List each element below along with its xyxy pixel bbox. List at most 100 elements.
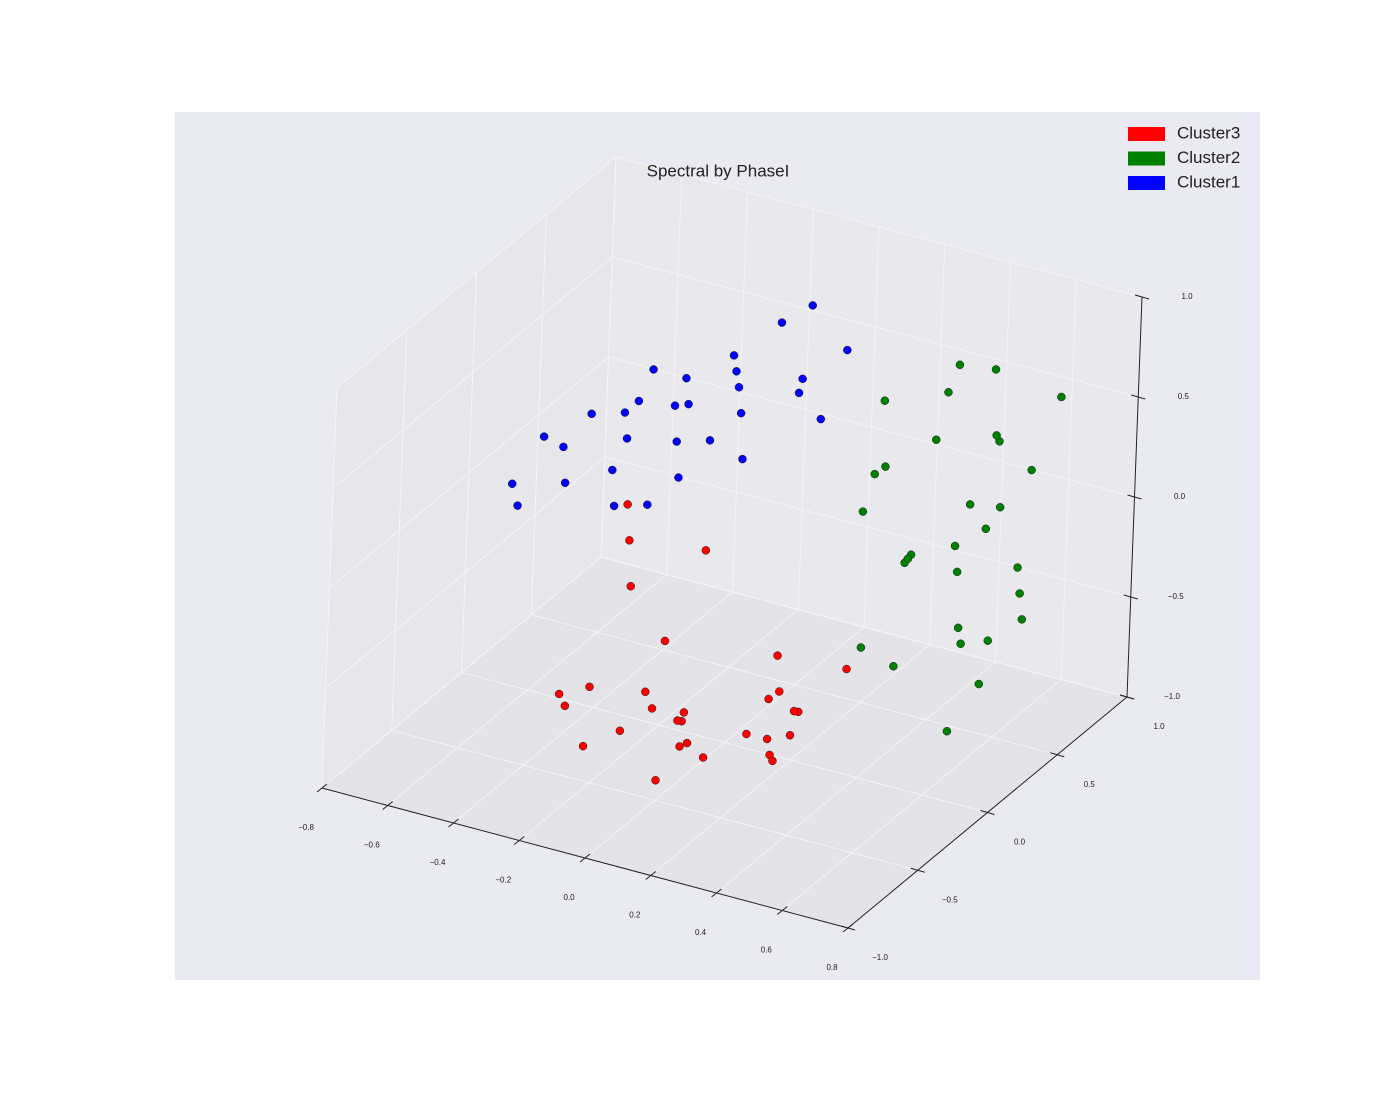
point xyxy=(682,738,692,748)
point xyxy=(956,639,965,648)
tick-label: −0.8 xyxy=(298,823,314,832)
grid-line xyxy=(336,156,617,389)
point xyxy=(649,365,658,374)
point xyxy=(554,689,564,699)
chart-title: Spectral by PhaseI xyxy=(647,161,790,180)
point xyxy=(698,753,708,762)
point xyxy=(560,478,570,488)
tick-label: 1.0 xyxy=(1153,722,1165,731)
point xyxy=(732,367,741,376)
grid-line xyxy=(615,156,1143,298)
legend: Cluster3 Cluster2 Cluster1 xyxy=(1128,123,1240,191)
point xyxy=(585,682,594,692)
point xyxy=(952,567,962,577)
point xyxy=(974,679,984,689)
point xyxy=(609,501,619,511)
point xyxy=(843,345,852,355)
tick-label: −0.5 xyxy=(1168,592,1184,601)
point xyxy=(578,741,588,751)
point xyxy=(880,396,890,405)
legend-label: Cluster2 xyxy=(1177,148,1240,167)
tick-label: −1.0 xyxy=(1164,692,1180,701)
point xyxy=(679,708,689,717)
point xyxy=(903,554,913,564)
point xyxy=(764,694,773,704)
tick-label: 0.0 xyxy=(1174,492,1186,501)
point xyxy=(991,365,1001,374)
axes-panes xyxy=(321,156,1143,929)
point xyxy=(995,503,1005,512)
tick-label: 0.2 xyxy=(629,911,641,920)
y-axis xyxy=(847,696,1128,929)
x-axis xyxy=(321,787,849,929)
point xyxy=(738,454,747,464)
point xyxy=(785,731,795,740)
point xyxy=(615,726,625,736)
point xyxy=(942,726,952,736)
point xyxy=(670,401,680,410)
point xyxy=(623,500,632,509)
point xyxy=(1027,465,1036,475)
legend-swatch xyxy=(1128,176,1165,190)
point xyxy=(651,776,660,785)
grid-line xyxy=(600,556,1128,698)
axes: −0.8 −0.6 −0.4 −0.2 0.0 0.2 0.4 0.6 0.8 −1.0 −0.5 0… xyxy=(298,292,1193,972)
tick-label: −0.5 xyxy=(942,895,958,904)
point xyxy=(794,388,804,398)
point xyxy=(729,351,739,360)
point xyxy=(1013,563,1022,572)
grid-line xyxy=(531,614,1058,756)
point xyxy=(539,432,549,441)
grid-line xyxy=(332,256,613,489)
tick-label: 0.0 xyxy=(1014,838,1026,847)
grid-line xyxy=(612,256,1139,398)
legend-label: Cluster3 xyxy=(1177,123,1240,142)
tick-label: −1.0 xyxy=(872,953,888,962)
tick-label: 0.4 xyxy=(695,928,707,937)
point xyxy=(701,546,711,555)
grid-line xyxy=(321,556,602,789)
tick-label: 0.6 xyxy=(761,946,773,955)
point xyxy=(672,437,681,446)
legend-label: Cluster1 xyxy=(1177,172,1240,191)
point xyxy=(965,500,975,509)
legend-swatch xyxy=(1128,151,1165,166)
point xyxy=(889,662,898,671)
point xyxy=(734,383,744,392)
grid-line xyxy=(325,456,606,689)
point xyxy=(856,643,866,652)
point xyxy=(1015,589,1024,598)
point xyxy=(798,374,807,384)
point xyxy=(742,729,751,739)
point xyxy=(513,501,522,510)
point xyxy=(660,636,670,646)
point xyxy=(626,582,635,591)
point xyxy=(992,431,1001,440)
point xyxy=(768,756,777,766)
point xyxy=(816,414,826,424)
point xyxy=(507,479,517,489)
point xyxy=(842,664,851,674)
tick-label: −0.6 xyxy=(364,841,380,850)
point xyxy=(673,716,682,725)
point xyxy=(773,651,782,660)
point xyxy=(674,473,683,482)
point xyxy=(634,396,644,406)
point xyxy=(777,318,787,327)
point xyxy=(944,388,953,397)
point xyxy=(641,687,650,697)
grid-line xyxy=(604,456,1131,598)
point xyxy=(858,507,868,516)
tick-label: 0.5 xyxy=(1178,392,1190,401)
point xyxy=(622,434,632,443)
tick-label: 0.5 xyxy=(1084,780,1096,789)
point xyxy=(560,701,570,711)
tick-label: −0.2 xyxy=(495,876,511,885)
grid-line xyxy=(329,356,609,589)
point xyxy=(953,623,963,633)
point xyxy=(932,435,941,444)
tick-label: 0.8 xyxy=(826,963,838,972)
point xyxy=(625,536,634,545)
point xyxy=(762,734,772,744)
